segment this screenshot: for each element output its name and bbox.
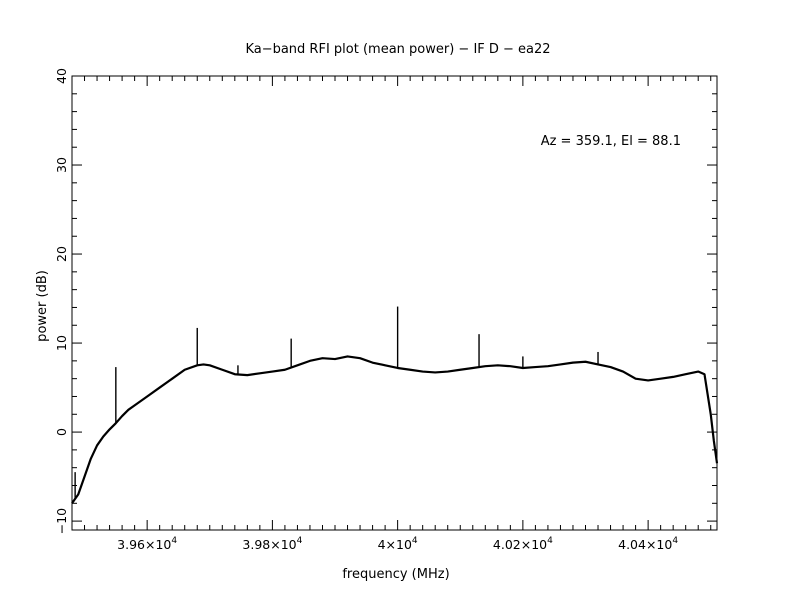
y-axis-label: power (dB)	[35, 270, 50, 342]
y-tick-label: 0	[54, 428, 69, 436]
power-spectrum-line	[71, 355, 719, 504]
axis-ticks	[72, 75, 717, 530]
x-axis-label: frequency (MHz)	[342, 567, 449, 582]
x-tick-mantissa: 3.96×10	[117, 537, 171, 552]
y-tick-label: 20	[54, 246, 69, 262]
azimuth-elevation-annotation: Az = 359.1, El = 88.1	[541, 134, 681, 149]
x-tick-label: 3.96×104	[117, 536, 177, 552]
x-tick-exponent: 4	[297, 536, 303, 546]
x-tick-exponent: 4	[412, 536, 418, 546]
x-tick-exponent: 4	[672, 536, 678, 546]
x-tick-label: 4×104	[378, 536, 418, 552]
series-group	[71, 306, 719, 504]
x-tick-exponent: 4	[171, 536, 177, 546]
x-tick-label: 4.02×104	[493, 536, 553, 552]
y-tick-label: 10	[54, 335, 69, 351]
x-tick-mantissa: 4.04×10	[618, 537, 672, 552]
y-tick-label: 40	[54, 68, 69, 84]
x-tick-mantissa: 4×10	[378, 537, 412, 552]
y-tick-label: −10	[54, 508, 69, 534]
x-tick-label: 3.98×104	[242, 536, 302, 552]
chart-title: Ka−band RFI plot (mean power) − IF D − e…	[245, 42, 550, 57]
x-tick-exponent: 4	[547, 536, 553, 546]
x-tick-mantissa: 3.98×10	[242, 537, 296, 552]
x-tick-mantissa: 4.02×10	[493, 537, 547, 552]
y-tick-label: 30	[54, 157, 69, 173]
x-tick-label: 4.04×104	[618, 536, 678, 552]
axis-tick-labels: 3.96×104 3.98×104 4×104 4.02×104 4.04×104−10…	[54, 68, 678, 552]
plot-frame	[71, 75, 718, 531]
